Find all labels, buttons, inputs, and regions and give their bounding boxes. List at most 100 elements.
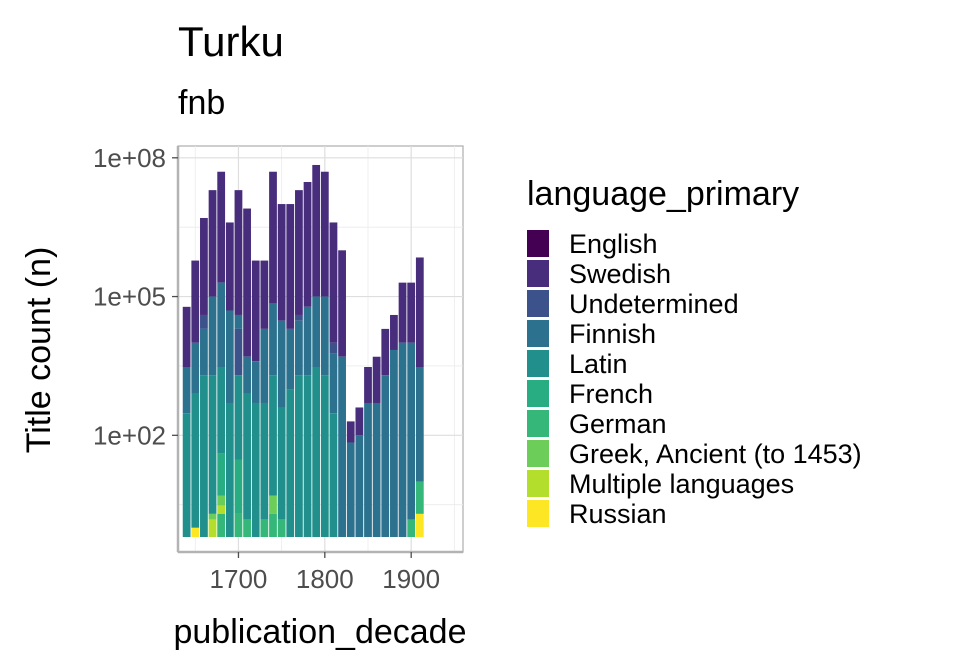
bar-latin-1670 [208,375,217,514]
bar-german-1750 [277,519,286,537]
bar-russian-1910 [415,513,424,537]
bar-swedish-1720 [251,260,260,362]
bar-finnish-1640 [182,366,191,414]
bar-finnish-1850 [364,402,372,537]
legend-label: Finnish [569,319,656,349]
bar-finnish-1700 [234,314,243,329]
bar-finnish-1750 [277,320,286,408]
bar-swedish-1820 [338,250,346,357]
bar-undetermined-1660 [200,314,208,329]
bar-finnish-1710 [243,356,251,394]
legend-label: Greek, Ancient (to 1453) [569,439,862,469]
bar-swedish-1730 [260,260,269,329]
legend-swatch [527,350,549,377]
legend-swatch [527,380,549,407]
legend-swatch [527,410,549,437]
bar-swedish-1750 [277,204,286,321]
bar-german-1700 [234,513,243,537]
bar-greek-ancient-to-1453-1740 [269,495,277,514]
bar-latin-1770 [295,375,303,537]
bar-latin-1730 [260,402,269,520]
bar-finnish-1780 [303,306,312,376]
legend-swatch [527,290,549,317]
legend-label: German [569,409,667,439]
legend-swatch [527,320,549,347]
y-axis-title: Title count (n) [20,247,58,454]
chart-subtitle: fnb [178,84,225,122]
bar-german-1740 [269,513,277,537]
bar-french-1680 [217,453,226,496]
bar-german-1900 [407,519,416,537]
axes-layer: 1e+02 1e+05 1e+08 1700 1800 1900 [93,143,463,594]
bar-finnish-1670 [208,296,217,376]
bars-layer [182,164,424,537]
legend-title: language_primary [527,175,799,213]
bar-german-1910 [415,481,424,514]
legend-swatch [527,470,549,497]
bar-swedish-1900 [407,282,416,343]
bar-latin-1700 [234,375,243,460]
bar-swedish-1770 [295,190,303,315]
bar-finnish-1740 [269,303,277,376]
bar-latin-1690 [225,402,234,537]
bar-swedish-1740 [269,171,277,304]
bar-latin-1790 [312,366,321,537]
bar-undetermined-1770 [295,314,303,321]
legend-items: EnglishSwedishUndeterminedFinnishLatinFr… [527,229,862,529]
bar-swedish-1910 [415,257,424,367]
bar-finnish-1910 [415,366,424,482]
bar-finnish-1870 [381,375,390,537]
legend-label: Undetermined [569,289,739,319]
bar-swedish-1640 [182,306,191,367]
bar-finnish-1820 [338,356,346,537]
bar-latin-1810 [329,413,338,537]
legend: language_primary EnglishSwedishUndetermi… [527,175,862,529]
bar-finnish-1830 [346,442,355,537]
bar-finnish-1860 [372,402,381,537]
panel-border [177,145,464,553]
bar-swedish-1840 [355,407,364,436]
bar-latin-1720 [251,402,260,537]
bar-swedish-1860 [372,356,381,403]
bar-swedish-1810 [329,222,338,343]
bar-swedish-1850 [364,366,372,403]
bar-german-1680 [217,513,226,537]
bar-finnish-1880 [390,349,398,537]
bar-latin-1750 [277,407,286,520]
bar-swedish-1700 [234,190,243,315]
x-tick-label: 1700 [210,564,268,594]
bar-finnish-1680 [217,282,226,367]
bar-finnish-1650 [191,342,200,394]
bar-swedish-1800 [320,171,329,297]
bar-swedish-1660 [200,217,208,315]
bar-multiple-languages-1670 [208,519,217,537]
bar-finnish-1840 [355,435,364,537]
bar-finnish-1760 [286,328,295,390]
bar-multiple-languages-1680 [217,505,226,514]
legend-swatch [527,440,549,467]
y-tick-label: 1e+05 [93,282,166,312]
bar-finnish-1810 [329,353,338,414]
bar-latin-1780 [303,375,312,537]
bar-finnish-1730 [260,328,269,403]
bar-russian-1650 [191,527,200,537]
bar-finnish-1690 [225,310,234,403]
x-tick-label: 1800 [296,564,354,594]
bar-swedish-1790 [312,164,321,297]
bar-swedish-1760 [286,204,295,329]
bar-german-1730 [260,519,269,537]
y-tick-label: 1e+08 [93,143,166,173]
bar-swedish-1870 [381,328,390,376]
y-tick-label: 1e+02 [93,420,166,450]
bar-german-1710 [243,519,251,537]
bar-undetermined-1810 [329,342,338,354]
plot-panel: 1e+02 1e+05 1e+08 1700 1800 1900 [93,143,464,594]
legend-label: French [569,379,653,409]
bar-latin-1760 [286,389,295,537]
grid-layer [177,145,464,553]
bar-finnish-1790 [312,296,321,367]
bar-swedish-1710 [243,208,251,357]
bar-swedish-1670 [208,190,217,297]
bar-finnish-1890 [398,342,407,537]
